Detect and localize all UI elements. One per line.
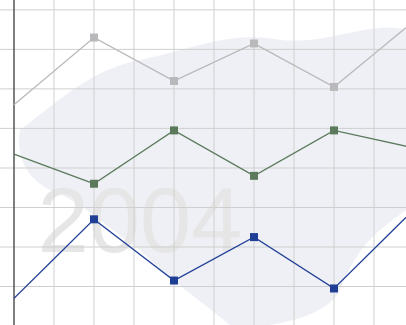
- point-marker: [90, 33, 98, 42]
- series-line: [13, 129, 406, 185]
- point-marker: [170, 77, 178, 86]
- map-background: [19, 27, 406, 325]
- point-marker: [250, 39, 258, 48]
- point-marker: [330, 126, 338, 135]
- point-marker: [330, 82, 338, 91]
- point-marker: [250, 233, 258, 242]
- point-marker: [90, 215, 98, 224]
- point-marker: [330, 284, 338, 293]
- point-marker: [170, 276, 178, 285]
- series-line: [13, 216, 406, 299]
- watermark: 2004: [38, 170, 243, 272]
- point-marker: [170, 126, 178, 135]
- series-line: [13, 27, 406, 106]
- point-marker: [250, 171, 258, 180]
- point-marker: [90, 179, 98, 188]
